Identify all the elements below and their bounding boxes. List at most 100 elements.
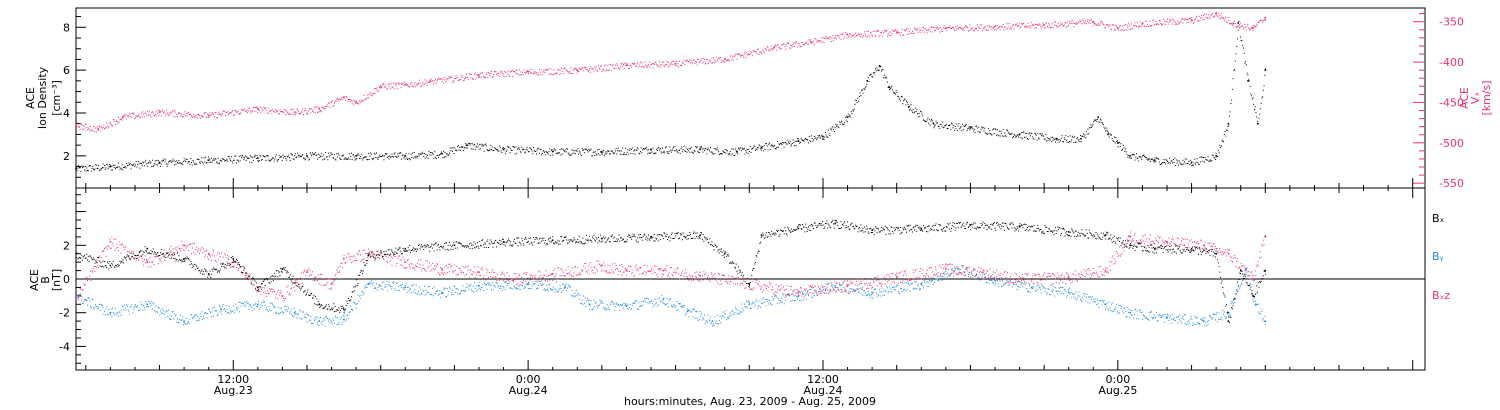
trace-point <box>566 287 568 289</box>
trace-point <box>123 167 125 169</box>
data-point <box>97 128 99 130</box>
trace-point <box>354 303 356 305</box>
trace-point <box>653 304 655 306</box>
trace-point <box>585 306 587 308</box>
trace-point <box>277 312 279 314</box>
trace-point <box>1010 28 1012 30</box>
trace-point <box>688 148 690 150</box>
trace-point <box>1169 19 1171 21</box>
trace-point <box>1088 22 1090 24</box>
trace-point <box>1083 22 1085 24</box>
trace-point <box>451 150 453 152</box>
trace-point <box>791 300 793 302</box>
trace-point <box>149 162 151 164</box>
trace-point <box>659 61 661 63</box>
trace-point <box>386 153 388 155</box>
trace-point <box>603 308 605 310</box>
trace-point <box>457 80 459 82</box>
trace-point <box>769 48 771 50</box>
trace-point <box>109 312 111 314</box>
trace-point <box>247 112 249 114</box>
trace-point <box>254 110 256 112</box>
trace-point <box>941 126 943 128</box>
trace-point <box>834 37 836 39</box>
trace-point <box>977 130 979 132</box>
trace-point <box>458 149 460 151</box>
trace-point <box>187 112 189 114</box>
trace-point <box>632 153 634 155</box>
trace-point <box>928 285 930 287</box>
trace-point <box>684 63 686 65</box>
trace-point <box>990 133 992 135</box>
trace-point <box>777 141 779 143</box>
trace-point <box>1020 26 1022 28</box>
trace-point <box>592 151 594 153</box>
trace-point <box>346 158 348 160</box>
trace-point <box>451 81 453 83</box>
trace-point <box>827 283 829 285</box>
trace-point <box>277 306 279 308</box>
trace-point <box>669 298 671 300</box>
trace-point <box>107 168 109 170</box>
trace-point <box>410 84 412 86</box>
trace-point <box>628 307 630 309</box>
trace-point <box>455 149 457 151</box>
trace-point <box>751 148 753 150</box>
trace-point <box>436 80 438 82</box>
trace-point <box>464 290 466 292</box>
trace-point <box>1088 20 1090 22</box>
trace-point <box>582 303 584 305</box>
trace-point <box>301 317 303 319</box>
trace-point <box>782 142 784 144</box>
trace-point <box>178 322 180 324</box>
trace-point <box>159 314 161 316</box>
trace-point <box>1173 21 1175 23</box>
trace-point <box>740 55 742 57</box>
trace-point <box>602 302 604 304</box>
trace-point <box>307 157 309 159</box>
trace-point <box>130 168 132 170</box>
trace-point <box>204 161 206 163</box>
trace-point <box>170 112 172 114</box>
trace-point <box>921 113 923 115</box>
trace-point <box>590 148 592 150</box>
trace-point <box>559 70 561 72</box>
trace-point <box>356 303 358 305</box>
trace-point <box>1081 135 1083 137</box>
trace-point <box>824 136 826 138</box>
trace-point <box>1235 53 1237 55</box>
trace-point <box>705 148 707 150</box>
trace-point <box>533 282 535 284</box>
trace-point <box>251 111 253 113</box>
trace-point <box>837 287 839 289</box>
trace-point <box>739 147 741 149</box>
trace-point <box>207 113 209 115</box>
trace-point <box>456 150 458 152</box>
trace-point <box>670 297 672 299</box>
trace-point <box>869 74 871 76</box>
trace-point <box>497 75 499 77</box>
trace-point <box>880 32 882 34</box>
trace-point <box>583 70 585 72</box>
trace-point <box>482 144 484 146</box>
trace-point <box>1112 24 1114 26</box>
trace-point <box>1022 132 1024 134</box>
trace-point <box>335 100 337 102</box>
trace-point <box>1118 29 1120 31</box>
trace-point <box>1049 138 1051 140</box>
trace-point <box>645 147 647 149</box>
trace-point <box>1209 16 1211 18</box>
trace-point <box>460 75 462 77</box>
trace-point <box>861 288 863 290</box>
trace-point <box>989 280 991 282</box>
trace-point <box>939 124 941 126</box>
trace-point <box>313 318 315 320</box>
trace-point <box>233 114 235 116</box>
trace-point <box>968 126 970 128</box>
trace-point <box>782 43 784 45</box>
trace-point <box>496 282 498 284</box>
trace-point <box>637 308 639 310</box>
trace-point <box>572 296 574 298</box>
trace-point <box>331 321 333 323</box>
trace-point <box>657 298 659 300</box>
